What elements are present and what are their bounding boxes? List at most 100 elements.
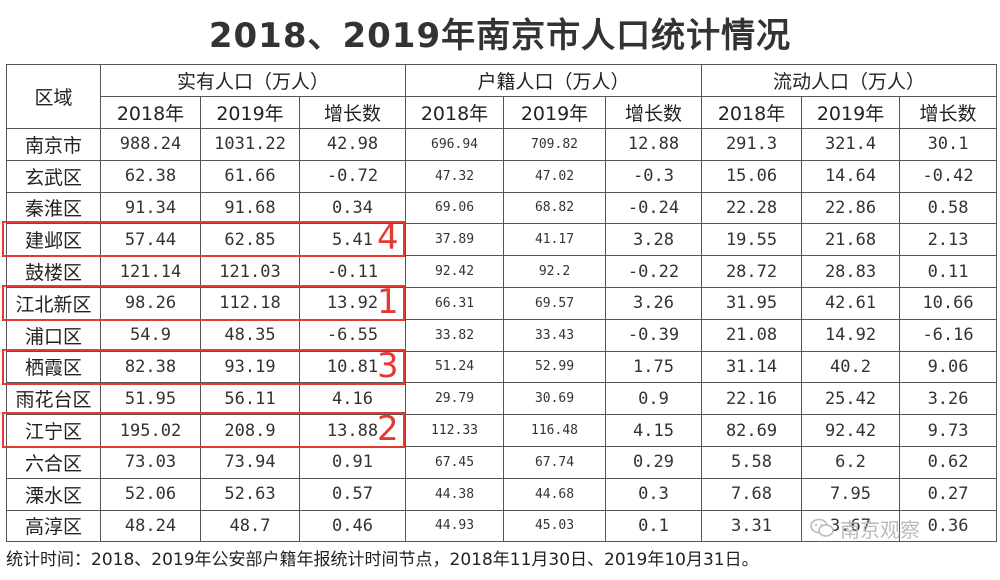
rank-label: 1	[377, 282, 399, 322]
value-cell: 7.68	[701, 477, 803, 511]
value-cell: 696.94	[405, 128, 505, 161]
value-cell: 62.38	[100, 159, 201, 193]
value-cell: 9.73	[899, 414, 998, 447]
value-cell: 13.92	[298, 286, 407, 320]
sub-header-growth: 增长数	[298, 96, 407, 129]
value-cell: -6.16	[899, 318, 998, 352]
value-cell: 28.72	[701, 255, 803, 288]
value-cell: 92.2	[503, 255, 607, 288]
value-cell: 321.4	[801, 128, 901, 161]
value-cell: 33.43	[503, 318, 607, 352]
value-cell: 2.13	[899, 223, 998, 257]
value-cell: 0.29	[605, 445, 703, 479]
region-cell: 鼓楼区	[6, 255, 101, 288]
watermark-text: 南京观察	[840, 517, 920, 542]
footnote: 统计时间：2018、2019年公安部户籍年报统计时间节点，2018年11月30日…	[6, 550, 759, 570]
value-cell: 48.35	[200, 318, 300, 352]
value-cell: 66.31	[405, 286, 505, 320]
region-cell: 高淳区	[6, 509, 101, 543]
value-cell: 44.38	[405, 477, 505, 511]
value-cell: 45.03	[503, 509, 607, 543]
value-cell: 30.1	[899, 128, 998, 161]
value-cell: 291.3	[701, 128, 803, 161]
value-cell: 62.85	[200, 223, 300, 257]
value-cell: 0.1	[605, 509, 703, 543]
region-header: 区域	[6, 64, 101, 129]
value-cell: 48.7	[200, 509, 300, 543]
value-cell: 0.62	[899, 445, 998, 479]
region-cell: 南京市	[6, 128, 101, 161]
value-cell: 92.42	[801, 414, 901, 447]
value-cell: 47.32	[405, 159, 505, 193]
value-cell: 0.27	[899, 477, 998, 511]
rank-label: 4	[377, 218, 399, 258]
value-cell: -0.72	[298, 159, 407, 193]
sub-header-2018: 2018年	[405, 96, 505, 129]
value-cell: 709.82	[503, 128, 607, 161]
value-cell: 5.41	[298, 223, 407, 257]
value-cell: 33.82	[405, 318, 505, 352]
value-cell: -6.55	[298, 318, 407, 352]
value-cell: 195.02	[100, 414, 201, 447]
value-cell: 93.19	[200, 350, 300, 384]
table-row: 鼓楼区 121.14 121.03 -0.11 92.42 92.2 -0.22 28.72 2…	[6, 255, 998, 288]
table-row: 六合区 73.03 73.94 0.91 67.45 67.74 0.29 5.58 6.2 0.…	[6, 445, 998, 479]
table-row: 栖霞区 82.38 93.19 10.81 51.24 52.99 1.75 31.14 40.…	[6, 350, 998, 384]
value-cell: 13.88	[298, 414, 407, 447]
value-cell: 82.38	[100, 350, 201, 384]
value-cell: 56.11	[200, 382, 300, 416]
value-cell: 44.68	[503, 477, 607, 511]
value-cell: 9.06	[899, 350, 998, 384]
sub-header-2018: 2018年	[701, 96, 803, 129]
value-cell: 21.08	[701, 318, 803, 352]
value-cell: 0.11	[899, 255, 998, 288]
value-cell: 69.06	[405, 191, 505, 225]
table-row: 高淳区 48.24 48.7 0.46 44.93 45.03 0.1 3.31 3.67 0.3…	[6, 509, 998, 543]
table-row: 江宁区 195.02 208.9 13.88 112.33 116.48 4.15 82.69…	[6, 414, 998, 447]
value-cell: 29.79	[405, 382, 505, 416]
group-header-actual: 实有人口（万人）	[99, 64, 407, 97]
value-cell: 30.69	[503, 382, 607, 416]
value-cell: 10.81	[298, 350, 407, 384]
value-cell: -0.24	[605, 191, 703, 225]
value-cell: 91.34	[100, 191, 201, 225]
value-cell: 42.61	[801, 286, 901, 320]
value-cell: 68.82	[503, 191, 607, 225]
group-header-floating: 流动人口（万人）	[701, 64, 998, 97]
value-cell: 5.58	[701, 445, 803, 479]
table-row: 溧水区 52.06 52.63 0.57 44.38 44.68 0.3 7.68 7.95 0.…	[6, 477, 998, 511]
region-cell: 雨花台区	[6, 382, 101, 416]
region-cell: 江宁区	[6, 414, 101, 447]
value-cell: 42.98	[298, 128, 407, 161]
value-cell: 22.28	[701, 191, 803, 225]
region-cell: 溧水区	[6, 477, 101, 511]
value-cell: 3.31	[701, 509, 803, 543]
value-cell: 52.99	[503, 350, 607, 384]
value-cell: -0.3	[605, 159, 703, 193]
value-cell: 73.03	[100, 445, 201, 479]
value-cell: 92.42	[405, 255, 505, 288]
region-cell: 玄武区	[6, 159, 101, 193]
value-cell: -0.22	[605, 255, 703, 288]
wechat-icon	[810, 518, 834, 537]
value-cell: 4.16	[298, 382, 407, 416]
value-cell: 3.26	[899, 382, 998, 416]
value-cell: 116.48	[503, 414, 607, 447]
region-cell: 江北新区	[6, 286, 101, 320]
value-cell: 91.68	[200, 191, 300, 225]
sub-header-2019: 2019年	[200, 96, 300, 129]
value-cell: 21.68	[801, 223, 901, 257]
value-cell: 1.75	[605, 350, 703, 384]
value-cell: 57.44	[100, 223, 201, 257]
watermark: 南京观察	[810, 514, 990, 542]
sub-header-2019: 2019年	[801, 96, 901, 129]
value-cell: 41.17	[503, 223, 607, 257]
value-cell: 22.86	[801, 191, 901, 225]
value-cell: 67.45	[405, 445, 505, 479]
page-title: 2018、2019年南京市人口统计情况	[208, 16, 792, 56]
table-row: 雨花台区 51.95 56.11 4.16 29.79 30.69 0.9 22.16 25.4…	[6, 382, 998, 416]
value-cell: 3.28	[605, 223, 703, 257]
value-cell: 14.64	[801, 159, 901, 193]
value-cell: 47.02	[503, 159, 607, 193]
value-cell: 0.91	[298, 445, 407, 479]
